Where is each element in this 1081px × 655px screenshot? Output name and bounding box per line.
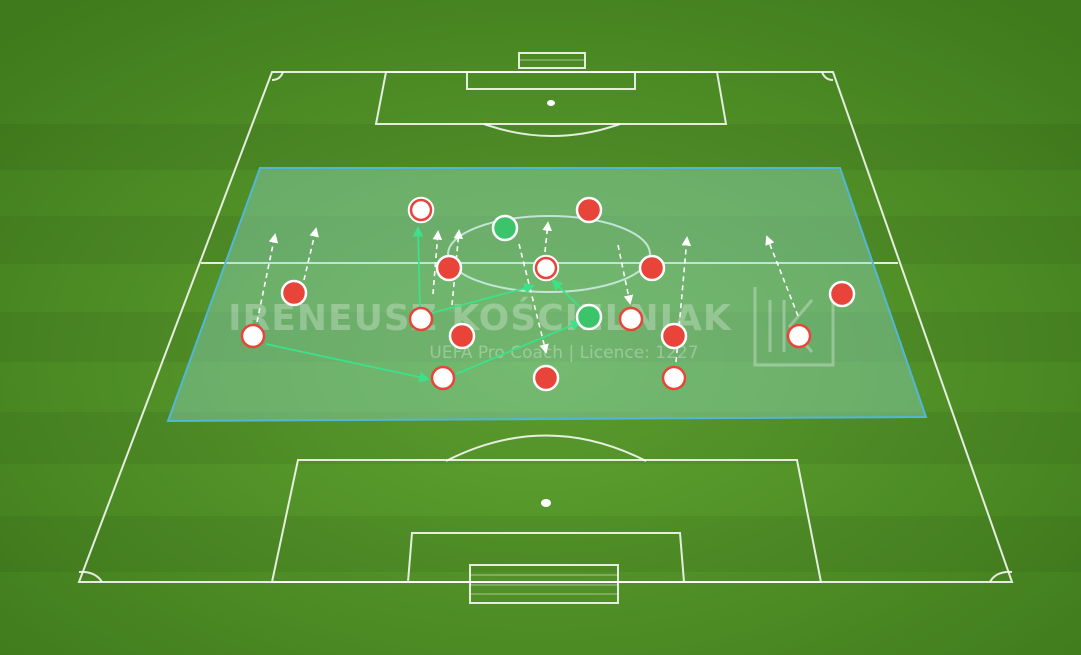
centre-spot (541, 499, 551, 507)
player-red (575, 196, 603, 224)
player-green (575, 303, 603, 331)
player-white (409, 198, 433, 222)
player-red (660, 322, 688, 350)
player-white (534, 256, 558, 280)
coach-watermark: IRENEUSZ KOŚCIELNIAK UEFA Pro Coach | Li… (228, 287, 835, 367)
corner-arc-bottom-right (989, 570, 1013, 583)
pass-arrow (265, 343, 431, 383)
pass-arrow (412, 225, 424, 309)
watermark-subtitle: UEFA Pro Coach | Licence: 1227 (429, 343, 698, 363)
run-arrow (617, 244, 634, 305)
bottom-penalty-box (270, 459, 823, 583)
player-red (828, 280, 856, 308)
bottom-goal (469, 564, 619, 604)
corner-arc-bottom-left (78, 570, 103, 583)
goal-nets (470, 59, 618, 595)
player-white (618, 306, 644, 332)
pass-arrow (431, 283, 536, 314)
player-white (786, 323, 812, 349)
run-arrow (542, 221, 552, 253)
top-penalty-spot (547, 100, 555, 106)
watermark-name: IRENEUSZ KOŚCIELNIAK (228, 297, 732, 339)
player-white (240, 323, 266, 349)
player-white (408, 306, 434, 332)
top-six-yard-box (466, 71, 636, 90)
player-white (661, 365, 687, 391)
player-red (532, 364, 560, 392)
bottom-six-yard-box (406, 532, 686, 583)
bottom-penalty-arc (445, 434, 647, 462)
run-arrow (256, 233, 279, 323)
highlight-zone (166, 167, 928, 423)
player-red (638, 254, 666, 282)
corner-arc-top-right (821, 71, 834, 81)
players (240, 196, 856, 392)
pass-arrow (551, 279, 583, 310)
corner-arc-top-left (271, 71, 284, 81)
run-arrow (518, 243, 549, 354)
pitch-lines (77, 52, 1014, 604)
player-green (491, 214, 519, 242)
player-red (280, 279, 308, 307)
top-penalty-arc (483, 123, 621, 137)
run-arrow (432, 230, 443, 295)
player-red (448, 322, 476, 350)
pass-arrow (455, 320, 582, 375)
player-red (435, 254, 463, 282)
pass-arrows (265, 225, 583, 383)
centre-circle (447, 215, 651, 293)
player-white (430, 365, 456, 391)
